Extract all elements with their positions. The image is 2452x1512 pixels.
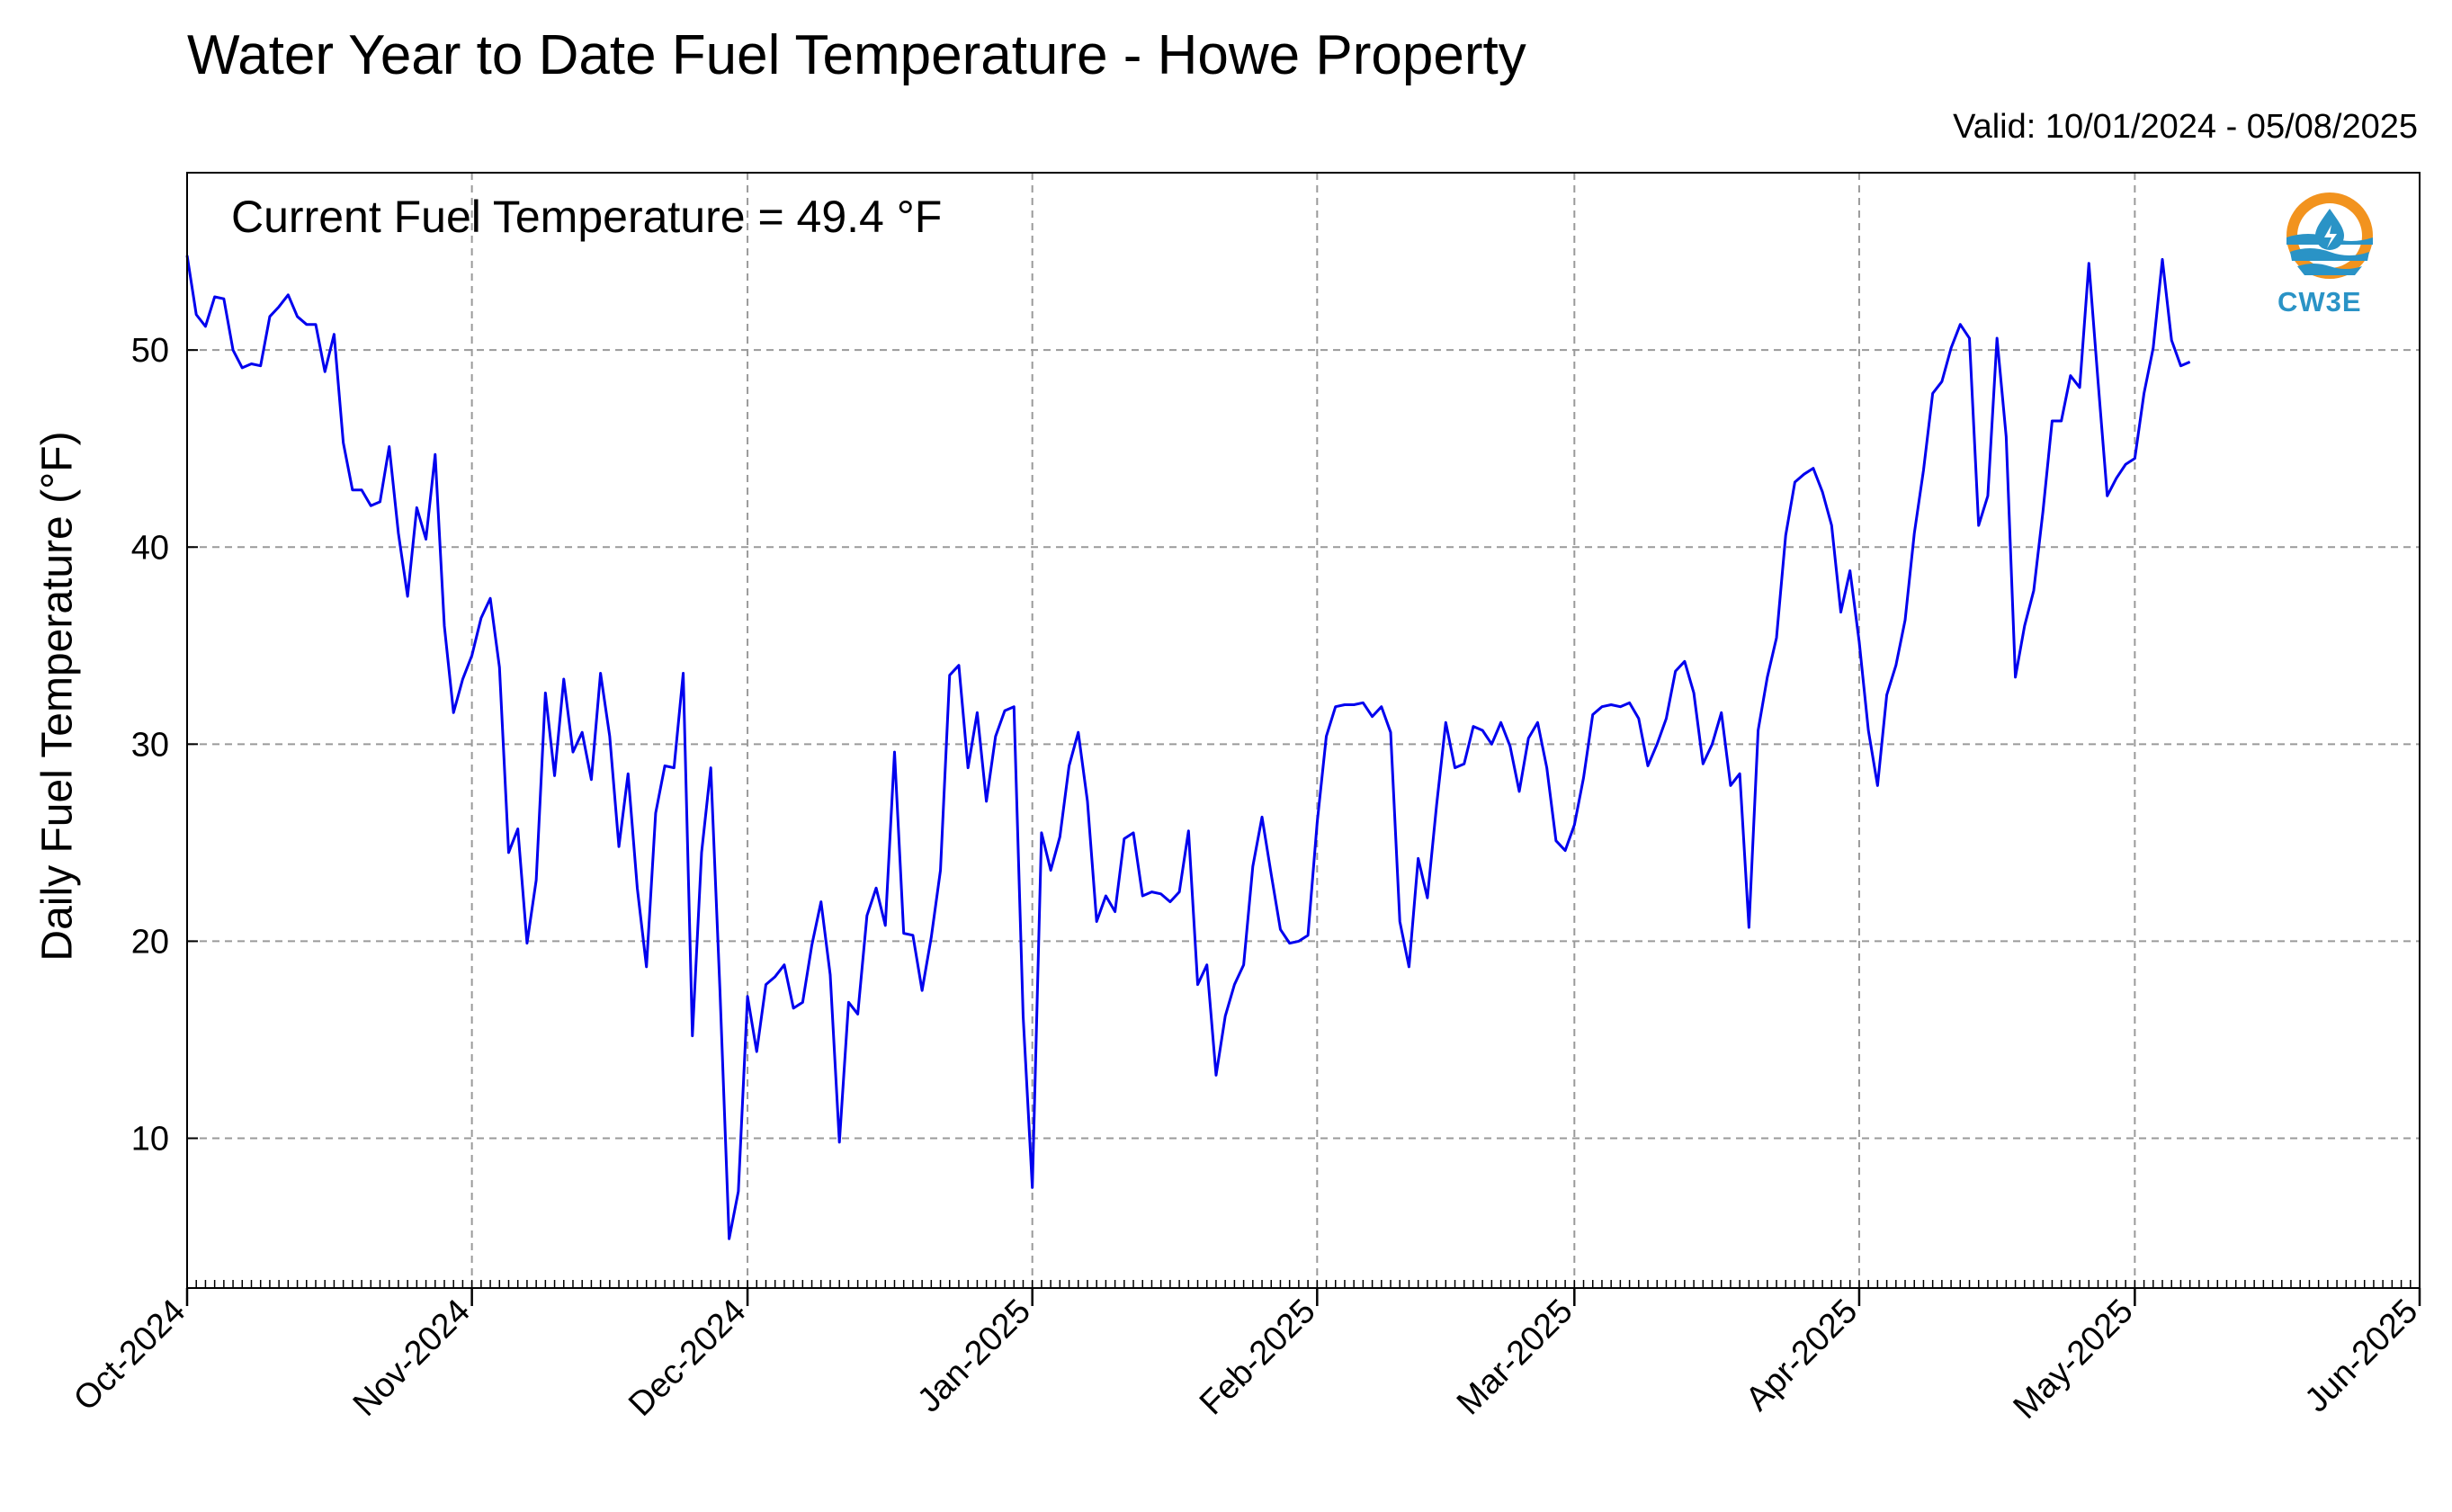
y-axis-label: Daily Fuel Temperature (°F) <box>33 431 82 962</box>
logo-label: CW3E <box>2277 286 2362 318</box>
grid-lines <box>187 173 2420 1288</box>
y-tick-label: 40 <box>131 529 169 567</box>
chart-title: Water Year to Date Fuel Temperature - Ho… <box>187 24 1526 86</box>
x-tick-label: Oct-2024 <box>67 1293 192 1418</box>
x-tick-label: Jun-2025 <box>2298 1293 2426 1420</box>
x-tick-label: May-2025 <box>2007 1293 2141 1427</box>
fuel-temperature-series-line <box>185 255 2191 1240</box>
y-tick-label: 50 <box>131 332 169 370</box>
x-tick-label: Dec-2024 <box>622 1293 753 1424</box>
y-tick-label: 20 <box>131 923 169 961</box>
current-fuel-temperature: Current Fuel Temperature = 49.4 °F <box>231 192 943 242</box>
y-axis: 10 20 30 40 50 <box>131 332 198 1158</box>
x-tick-label: Nov-2024 <box>346 1293 478 1424</box>
x-tick-label: Apr-2025 <box>1739 1293 1865 1418</box>
valid-date-range: Valid: 10/01/2024 - 05/08/2025 <box>1953 108 2418 146</box>
logo-flame-mark <box>2324 225 2337 248</box>
y-tick-label: 30 <box>131 726 169 764</box>
x-tick-label: Feb-2025 <box>1193 1293 1323 1423</box>
plot-frame <box>186 172 2421 1289</box>
x-tick-label: Mar-2025 <box>1450 1293 1580 1423</box>
cw3e-logo <box>2286 192 2373 279</box>
logo-wave-2 <box>2290 248 2369 261</box>
x-tick-label: Jan-2025 <box>910 1293 1038 1420</box>
logo-wave-3 <box>2297 264 2362 275</box>
y-tick-label: 10 <box>131 1120 169 1158</box>
x-axis: Oct-2024 Nov-2024 Dec-2024 Jan-2025 Feb-2025… <box>67 1280 2425 1427</box>
